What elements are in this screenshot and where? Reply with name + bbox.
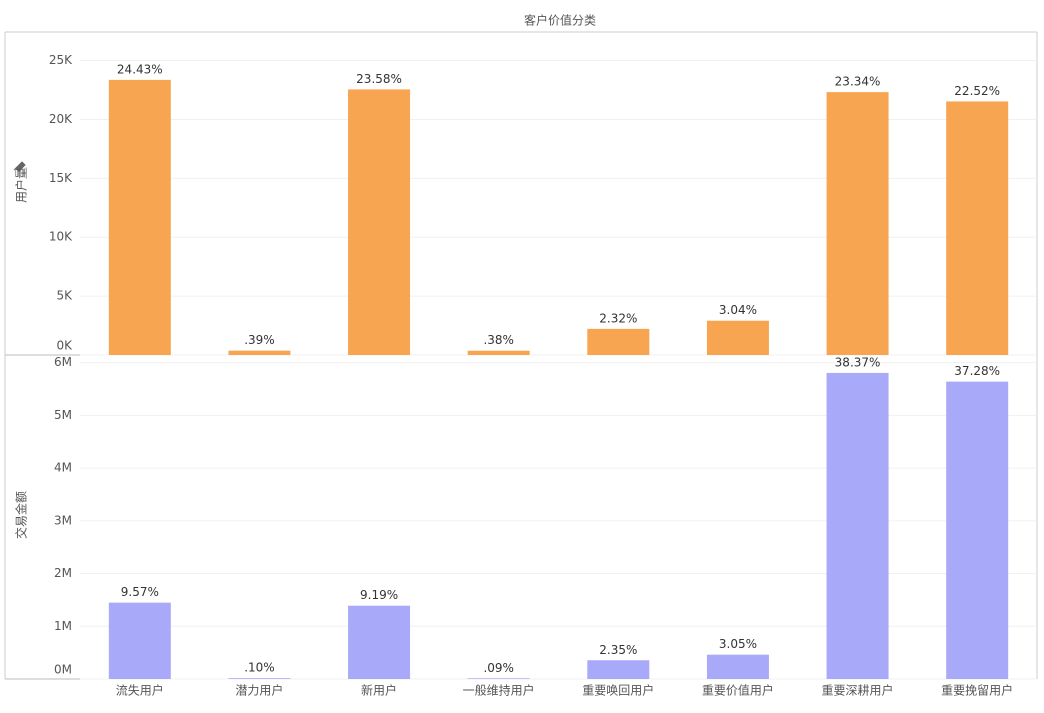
- bar: [706, 654, 769, 679]
- data-label: 22.52%: [954, 84, 1000, 98]
- chart-title: 客户价值分类: [524, 13, 596, 28]
- bar: [228, 350, 291, 355]
- y-tick-label: 25K: [49, 53, 73, 67]
- data-label: 3.05%: [719, 637, 757, 651]
- data-label: 23.58%: [356, 72, 402, 86]
- x-tick-label: 重要唤回用户: [582, 683, 654, 698]
- pin-icon: [13, 161, 26, 172]
- bar: [587, 328, 650, 355]
- data-label: 3.04%: [719, 303, 757, 317]
- data-label: 37.28%: [954, 364, 1000, 378]
- data-label: 23.34%: [835, 75, 881, 89]
- y-tick-label: 20K: [49, 112, 73, 126]
- bar: [108, 602, 171, 679]
- bar: [467, 678, 530, 679]
- y-tick-label: 2M: [54, 566, 72, 580]
- data-label: 24.43%: [117, 62, 163, 76]
- data-label: .39%: [244, 333, 275, 347]
- bar: [706, 320, 769, 355]
- bar: [467, 350, 530, 355]
- y-tick-label: 1M: [54, 619, 72, 633]
- y-tick-label: 10K: [49, 230, 73, 244]
- x-tick-label: 重要价值用户: [702, 683, 774, 698]
- x-tick-label: 新用户: [361, 683, 397, 698]
- bar: [108, 79, 171, 356]
- bar: [587, 660, 650, 679]
- bar: [946, 101, 1009, 356]
- x-tick-label: 流失用户: [116, 683, 164, 698]
- bar: [348, 89, 411, 356]
- data-label: .09%: [483, 661, 514, 675]
- y-tick-label: 6M: [54, 355, 72, 369]
- data-label: .38%: [483, 333, 514, 347]
- y-tick-label: 0K: [56, 339, 73, 353]
- data-label: 9.19%: [360, 588, 398, 602]
- bar: [826, 92, 889, 356]
- bar: [348, 605, 411, 679]
- data-label: 38.37%: [835, 355, 881, 369]
- y-tick-label: 5M: [54, 408, 72, 422]
- data-label: .10%: [244, 661, 275, 675]
- bar: [946, 381, 1009, 679]
- data-label: 2.32%: [599, 311, 637, 325]
- bar: [228, 678, 291, 679]
- y-tick-label: 4M: [54, 461, 72, 475]
- x-tick-label: 一般维持用户: [463, 683, 535, 698]
- y-axis-label: 交易金额: [14, 491, 29, 539]
- y-axis-label: 用户量: [14, 167, 29, 203]
- bar: [826, 372, 889, 679]
- y-tick-label: 0M: [54, 663, 72, 677]
- x-tick-label: 重要深耕用户: [822, 683, 894, 698]
- x-tick-label: 重要挽留用户: [941, 683, 1013, 698]
- x-tick-label: 潜力用户: [235, 683, 283, 698]
- y-tick-label: 15K: [49, 171, 73, 185]
- y-tick-label: 5K: [56, 289, 73, 303]
- y-tick-label: 3M: [54, 513, 72, 527]
- data-label: 2.35%: [599, 643, 637, 657]
- data-label: 9.57%: [121, 585, 159, 599]
